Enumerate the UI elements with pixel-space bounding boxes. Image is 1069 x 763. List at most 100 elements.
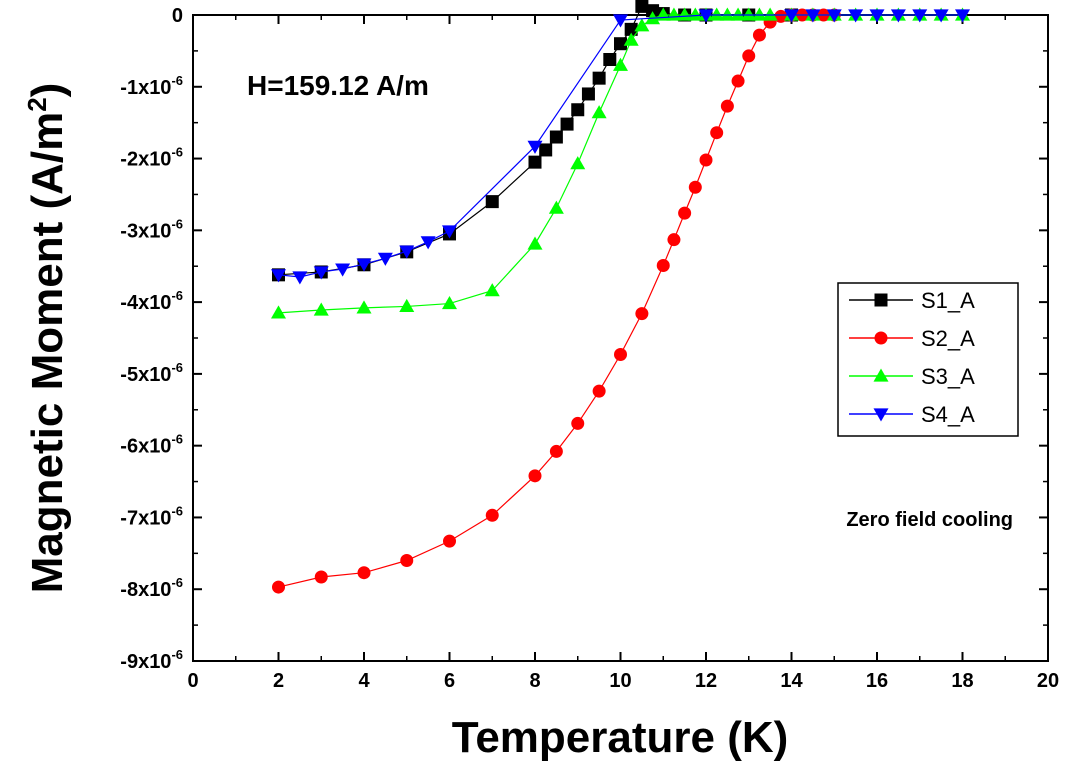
y-axis-title-close: ) xyxy=(23,83,72,98)
data-point xyxy=(709,7,725,21)
data-point xyxy=(314,570,328,584)
data-point xyxy=(656,259,670,273)
series-s4-a xyxy=(271,9,970,285)
y-tick-label: -9x10-6 xyxy=(120,647,183,673)
data-point xyxy=(719,7,735,21)
legend-item: S2_A xyxy=(849,326,975,351)
legend-label: S3_A xyxy=(921,364,975,389)
x-tick-label: 16 xyxy=(866,670,888,692)
y-tick-label: -4x10-6 xyxy=(120,288,183,314)
data-point xyxy=(752,28,766,42)
data-point xyxy=(614,37,627,51)
data-point xyxy=(581,87,595,101)
data-point xyxy=(731,74,745,88)
data-point xyxy=(357,566,371,580)
data-point xyxy=(560,117,574,131)
data-point xyxy=(720,99,734,113)
data-point xyxy=(400,554,414,568)
data-point xyxy=(399,245,415,259)
x-tick-label: 10 xyxy=(609,670,631,692)
data-point xyxy=(635,307,649,321)
field-annotation: H=159.12 A/m xyxy=(247,70,429,101)
x-axis-title: Temperature (K) xyxy=(452,713,789,762)
data-point xyxy=(272,580,285,594)
data-point xyxy=(805,9,821,23)
data-point xyxy=(356,258,372,272)
data-point xyxy=(646,4,660,18)
data-point xyxy=(442,225,457,239)
legend-marker xyxy=(874,293,888,307)
x-tick-label: 2 xyxy=(273,670,284,692)
x-tick-label: 6 xyxy=(444,670,455,692)
data-point xyxy=(442,296,457,310)
y-axis-title: Magnetic Moment (A/m2) xyxy=(22,83,72,594)
data-point xyxy=(271,305,286,319)
series-line xyxy=(278,5,792,276)
series-s3-a xyxy=(271,7,970,319)
legend-item: S1_A xyxy=(849,288,975,313)
legend-marker xyxy=(873,368,889,382)
mode-annotation: Zero field cooling xyxy=(846,509,1013,531)
data-point xyxy=(539,143,553,157)
data-point xyxy=(623,32,639,46)
data-point xyxy=(698,9,714,23)
data-point xyxy=(571,416,585,430)
legend-marker xyxy=(874,331,888,345)
legend-marker xyxy=(873,408,889,422)
data-point xyxy=(667,233,681,247)
y-tick-label: -6x10-6 xyxy=(120,432,183,458)
data-point xyxy=(730,7,746,21)
data-point xyxy=(485,508,499,522)
data-point xyxy=(527,140,543,154)
data-point xyxy=(710,126,724,140)
data-point xyxy=(377,252,393,266)
data-point xyxy=(774,9,788,23)
data-point xyxy=(614,348,627,362)
x-tick-label: 18 xyxy=(951,670,973,692)
y-tick-label: -1x10-6 xyxy=(120,73,183,99)
data-point xyxy=(549,444,563,458)
data-point xyxy=(484,283,500,297)
data-point xyxy=(356,300,372,314)
legend-label: S4_A xyxy=(921,402,975,427)
data-point xyxy=(313,302,329,316)
legend-box xyxy=(837,282,1019,437)
data-point xyxy=(592,71,606,85)
data-point xyxy=(688,180,702,194)
data-point xyxy=(741,7,757,21)
data-point xyxy=(687,7,703,21)
data-point xyxy=(933,9,949,23)
data-point xyxy=(571,103,585,117)
data-point xyxy=(751,7,767,21)
data-point xyxy=(527,236,543,250)
x-tick-label: 14 xyxy=(780,670,803,692)
data-point xyxy=(399,298,415,313)
x-tick-label: 4 xyxy=(358,670,370,692)
data-point xyxy=(613,14,628,28)
tick-labels: 0 2 4 6 8 10 12 14 16 18 20 0 -1x10-6 -2x10-6 -3x10-6 -… xyxy=(120,5,1059,692)
legend-label: S1_A xyxy=(921,288,975,313)
y-tick-label: -5x10-6 xyxy=(120,360,183,386)
x-tick-label: 8 xyxy=(529,670,540,692)
data-point xyxy=(912,9,928,23)
data-point xyxy=(591,105,607,119)
data-point xyxy=(548,200,564,214)
legend-item: S4_A xyxy=(849,402,975,427)
y-axis-title-main: Magnetic Moment (A/m xyxy=(23,112,72,594)
data-point xyxy=(784,9,799,23)
data-point xyxy=(677,7,693,21)
data-point xyxy=(742,49,756,63)
data-point xyxy=(528,469,542,483)
y-tick-label: 0 xyxy=(172,5,183,27)
data-point xyxy=(699,153,713,167)
data-point xyxy=(848,9,864,23)
data-point xyxy=(592,384,606,398)
data-point xyxy=(570,156,586,170)
data-point xyxy=(826,9,842,23)
data-point xyxy=(603,53,617,67)
series-layer xyxy=(271,0,970,594)
y-tick-label: -7x10-6 xyxy=(120,503,183,529)
data-point xyxy=(635,0,649,13)
data-point xyxy=(443,534,456,548)
